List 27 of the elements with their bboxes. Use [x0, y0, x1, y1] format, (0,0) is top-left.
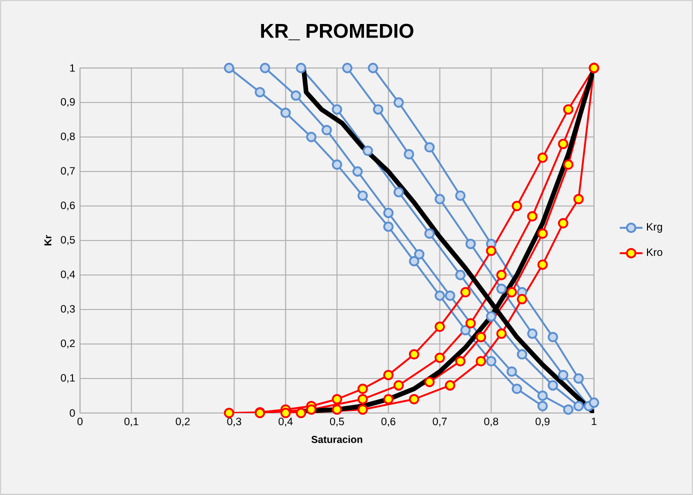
y-tick-label: 0,7 [60, 167, 75, 176]
x-axis-title: Saturacion [311, 436, 362, 444]
y-tick-label: 0,2 [60, 340, 75, 348]
y-tick-label: 0,3 [60, 305, 75, 314]
x-tick-label: 0,6 [381, 418, 396, 427]
y-tick-label: 0,8 [60, 132, 75, 142]
x-tick-label: 0,9 [536, 418, 550, 427]
x-tick-label: 0,3 [227, 418, 242, 427]
x-tick-label: 0,7 [432, 418, 447, 427]
y-axis-title: Kr [44, 235, 52, 246]
chart-title: KR_ PROMEDIO [261, 24, 414, 40]
y-tick-label: 0,9 [60, 98, 75, 107]
y-tick-label: 0,4 [60, 270, 75, 280]
y-tick-label: 0,6 [60, 202, 75, 210]
x-tick-label: 0,4 [278, 418, 293, 427]
legend-label: Kro [646, 248, 662, 256]
y-tick-label: 0,1 [60, 374, 75, 383]
legend-label: Krg [646, 223, 662, 233]
y-tick-label: 0 [70, 409, 75, 417]
x-tick-label: 0,5 [330, 418, 344, 427]
x-tick-label: 0,1 [124, 418, 138, 427]
y-tick-label: 0,5 [60, 236, 75, 245]
y-tick-label: 1 [70, 64, 75, 72]
x-tick-label: 0,8 [484, 418, 498, 427]
x-tick-label: 0,2 [176, 418, 190, 427]
x-tick-label: 0 [77, 418, 83, 426]
x-tick-label: 1 [592, 418, 596, 426]
